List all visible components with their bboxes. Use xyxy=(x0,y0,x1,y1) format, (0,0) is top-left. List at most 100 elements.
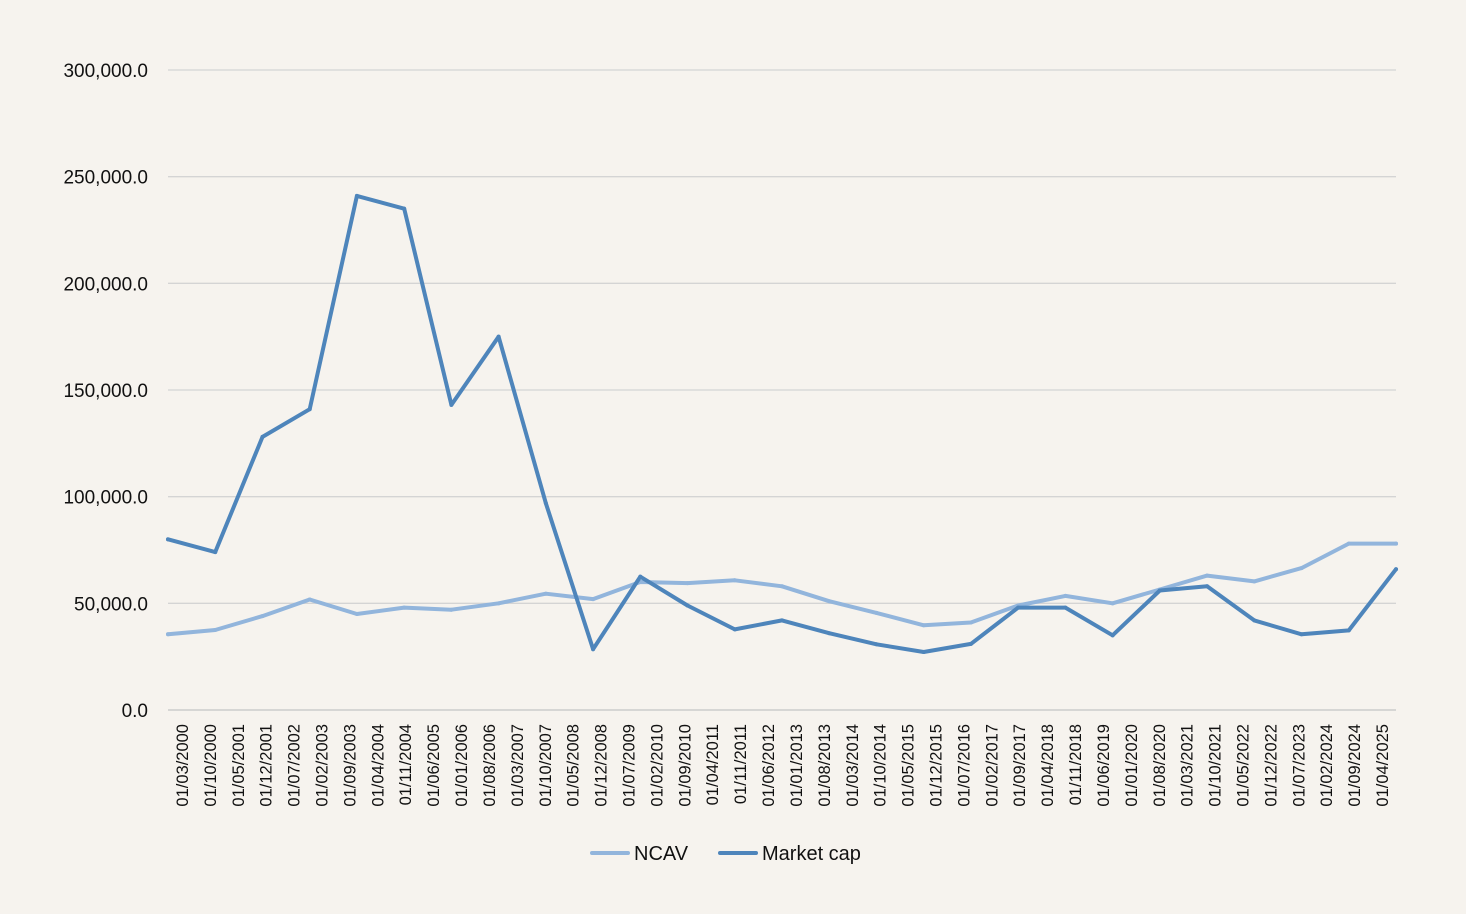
data-point xyxy=(1110,633,1115,638)
y-axis-ticks: 0.0 50,000.0 100,000.0 150,000.0 200,000.0 25… xyxy=(63,61,148,722)
x-tick-label: 01/07/2023 xyxy=(1290,724,1308,807)
data-point xyxy=(1063,593,1068,598)
x-tick-label: 01/11/2004 xyxy=(397,724,415,805)
x-tick-label: 01/12/2001 xyxy=(258,724,276,807)
series-ncav xyxy=(166,541,1398,637)
x-tick-label: 01/12/2015 xyxy=(928,724,946,807)
data-point xyxy=(780,584,784,589)
x-tick-label: 01/05/2001 xyxy=(230,724,248,807)
series-line-market-cap xyxy=(166,193,1398,654)
data-point xyxy=(402,605,407,610)
x-tick-label: 01/08/2013 xyxy=(816,724,834,807)
y-tick-label: 150,000.0 xyxy=(63,381,148,402)
data-point xyxy=(354,193,359,198)
x-tick-label: 01/01/2006 xyxy=(453,724,471,807)
data-point xyxy=(496,601,501,606)
x-tick-label: 01/02/2010 xyxy=(648,724,666,807)
series-lines xyxy=(166,193,1398,654)
data-point xyxy=(1110,601,1115,606)
y-tick-label: 200,000.0 xyxy=(63,274,148,295)
x-tick-label: 01/10/2000 xyxy=(202,724,220,807)
x-tick-label: 01/02/2024 xyxy=(1318,724,1336,807)
data-point xyxy=(354,612,359,616)
data-point xyxy=(1394,567,1398,572)
series-market-cap xyxy=(166,193,1398,654)
x-tick-label: 01/03/2000 xyxy=(174,724,192,807)
data-point xyxy=(1205,573,1210,578)
x-tick-label: 01/09/2003 xyxy=(341,724,359,807)
data-point xyxy=(1252,579,1257,584)
data-point xyxy=(260,434,265,439)
x-tick-label: 01/05/2015 xyxy=(900,724,918,807)
data-point xyxy=(921,623,926,628)
data-point xyxy=(874,610,879,615)
x-tick-label: 01/10/2014 xyxy=(872,724,890,807)
x-tick-label: 01/09/2010 xyxy=(676,724,694,807)
x-tick-label: 01/06/2005 xyxy=(425,724,443,807)
data-point xyxy=(1252,618,1257,623)
data-point xyxy=(166,537,170,542)
data-point xyxy=(968,641,973,646)
data-point xyxy=(1299,632,1304,637)
y-tick-label: 250,000.0 xyxy=(63,168,148,189)
data-point xyxy=(732,578,737,583)
data-point xyxy=(496,334,501,339)
x-tick-label: 01/05/2022 xyxy=(1235,724,1253,807)
x-tick-label: 01/04/2011 xyxy=(704,724,722,805)
data-point xyxy=(638,574,643,579)
data-point xyxy=(685,603,690,608)
data-point xyxy=(307,407,312,412)
x-axis-ticks: 01/03/2000 01/10/2000 01/05/2001 01/12/2001… xyxy=(174,724,1392,807)
y-tick-label: 300,000.0 xyxy=(63,61,148,82)
data-point xyxy=(213,628,218,632)
x-tick-label: 01/11/2018 xyxy=(1067,724,1085,805)
x-tick-label: 01/10/2007 xyxy=(537,724,555,807)
data-point xyxy=(449,607,454,612)
x-tick-label: 01/06/2019 xyxy=(1095,724,1113,807)
x-tick-label: 01/03/2014 xyxy=(844,724,862,807)
x-tick-label: 01/09/2017 xyxy=(1011,724,1029,807)
x-tick-label: 01/04/2004 xyxy=(369,724,387,807)
x-tick-label: 01/07/2016 xyxy=(955,724,973,807)
y-tick-label: 0.0 xyxy=(122,701,148,722)
data-point xyxy=(260,614,265,619)
x-tick-label: 01/02/2017 xyxy=(983,724,1001,807)
x-tick-label: 01/11/2011 xyxy=(732,724,750,804)
data-point xyxy=(166,632,170,637)
legend-label-ncav: NCAV xyxy=(634,843,689,865)
x-tick-label: 01/12/2022 xyxy=(1262,724,1280,807)
x-tick-label: 01/01/2013 xyxy=(788,724,806,807)
data-point xyxy=(1205,584,1210,589)
x-tick-label: 01/10/2021 xyxy=(1207,724,1225,807)
x-tick-label: 01/03/2021 xyxy=(1179,724,1197,807)
x-tick-label: 01/09/2024 xyxy=(1346,724,1364,807)
data-point xyxy=(1063,605,1068,610)
data-point xyxy=(780,618,784,623)
legend: NCAV Market cap xyxy=(590,843,861,865)
x-tick-label: 01/01/2020 xyxy=(1123,724,1141,807)
data-point xyxy=(968,620,973,625)
data-point xyxy=(874,642,879,647)
x-tick-label: 01/07/2002 xyxy=(286,724,304,807)
data-point xyxy=(213,550,218,555)
data-point xyxy=(827,599,832,604)
data-point xyxy=(732,627,737,632)
x-tick-label: 01/06/2012 xyxy=(760,724,778,807)
data-point xyxy=(591,647,596,652)
data-point xyxy=(1016,605,1021,610)
x-tick-label: 01/04/2025 xyxy=(1374,724,1392,807)
legend-label-market-cap: Market cap xyxy=(762,843,861,865)
data-point xyxy=(449,402,454,407)
data-point xyxy=(685,581,690,586)
x-tick-label: 01/02/2003 xyxy=(314,724,332,807)
x-tick-label: 01/03/2007 xyxy=(509,724,527,807)
data-point xyxy=(1157,588,1162,593)
data-point xyxy=(591,597,596,602)
x-tick-label: 01/05/2008 xyxy=(565,724,583,807)
data-point xyxy=(1346,541,1351,546)
gridlines xyxy=(168,69,1396,711)
data-point xyxy=(543,591,548,596)
data-point xyxy=(402,206,407,211)
data-point xyxy=(1346,628,1351,633)
